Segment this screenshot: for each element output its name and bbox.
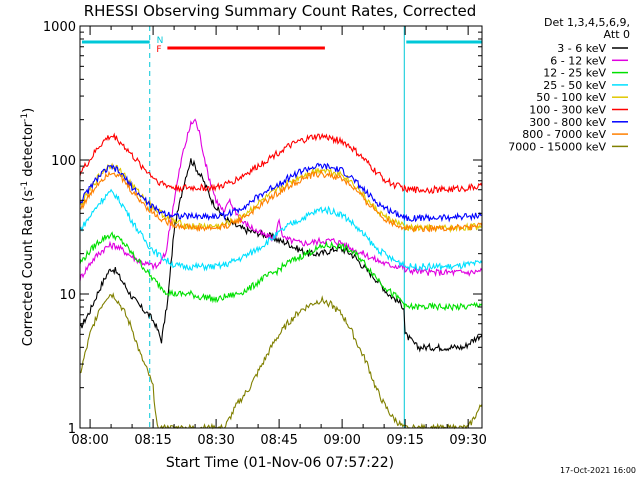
y-label-superscript: -1: [20, 181, 30, 190]
legend-entry-label: 50 - 100 keV: [536, 91, 606, 104]
footer-date: 17-Oct-2021 16:00: [560, 466, 636, 475]
series-line: [79, 231, 483, 312]
legend-entry-label: 25 - 50 keV: [543, 79, 606, 92]
x-axis-label: Start Time (01-Nov-06 07:57:22): [166, 455, 394, 471]
legend-entry-label: 800 - 7000 keV: [522, 128, 606, 141]
y-label-superscript: -1: [20, 113, 30, 122]
y-axis-label: Corrected Count Rate (s-1 detector-1): [20, 108, 36, 346]
x-tick-label: 08:15: [134, 433, 171, 448]
flag-f-label: F: [156, 45, 161, 55]
x-tick-label: 09:30: [449, 433, 486, 448]
series-line: [79, 158, 483, 353]
y-label-text: ): [21, 108, 36, 113]
y-tick-label: 1: [68, 422, 76, 437]
flag-n-label: N: [157, 36, 164, 46]
legend-title-line: Att 0: [604, 28, 630, 41]
legend-entry-label: 300 - 800 keV: [529, 116, 606, 129]
legend-entry-label: 3 - 6 keV: [557, 42, 606, 55]
x-tick-label: 09:15: [386, 433, 423, 448]
legend-entry-label: 100 - 300 keV: [529, 104, 606, 117]
series-line: [79, 292, 483, 430]
legend-entry-label: 7000 - 15000 keV: [508, 140, 606, 153]
series-line: [79, 132, 483, 195]
legend-title-line: Det 1,3,4,5,6,9,: [544, 16, 630, 29]
y-label-text: detector: [21, 121, 36, 181]
y-tick-label: 1000: [43, 20, 76, 35]
legend-entry-label: 12 - 25 keV: [543, 67, 606, 80]
x-tick-label: 08:30: [197, 433, 234, 448]
series-line: [79, 168, 483, 233]
series-lines: [79, 118, 483, 430]
axis-ticks: 08:00 08:15 08:30 08:45 09:00 09:15 09:30 1 10 10…: [43, 20, 487, 448]
x-tick-label: 09:00: [323, 433, 360, 448]
series-line: [79, 118, 483, 282]
plot-frame: [79, 25, 483, 429]
y-tick-label: 10: [59, 288, 76, 303]
flag-markers: NF: [156, 36, 325, 55]
series-line: [79, 162, 483, 223]
x-tick-label: 08:45: [260, 433, 297, 448]
series-line: [79, 188, 483, 272]
chart-title: RHESSI Observing Summary Count Rates, Co…: [84, 2, 477, 20]
y-label-text: Corrected Count Rate (s: [21, 190, 36, 347]
x-tick-label: 08:00: [71, 433, 108, 448]
legend-entry-label: 6 - 12 keV: [550, 54, 606, 67]
y-tick-label: 100: [51, 154, 76, 169]
